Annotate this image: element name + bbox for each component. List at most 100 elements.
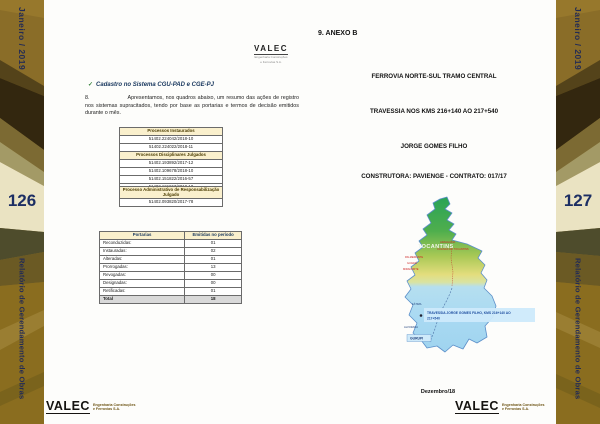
right-sidebar-month-label: Janeiro / 2019	[573, 7, 583, 71]
valec-logo-header: VALEC Engenharia Construções e Ferrovias…	[243, 39, 299, 64]
table-row: 51402.109678/2018-10	[119, 166, 223, 176]
crossing-highlight-box	[424, 308, 535, 322]
portaria-label-cell: Alteradas:	[98, 254, 186, 264]
portaria-value-cell: 01	[184, 238, 242, 248]
portaria-label-cell: Retificadas:	[98, 286, 186, 296]
crossing-highlight-line2: 217+540	[427, 317, 440, 321]
checklist-item-label: Cadastro no Sistema CGU-PAD e CGE-PJ	[96, 82, 214, 88]
valec-logo-footer-left: VALEC Engenharia Construções e Ferrovias…	[46, 400, 135, 414]
cover-line-crossing-kms: TRAVESSIA NOS KMS 216+140 AO 217+540	[369, 108, 499, 115]
table-row: Processo Administrativo de Responsabiliz…	[119, 185, 223, 200]
section-header-cell: Processos Instaurados	[119, 127, 223, 136]
valec-wordmark: VALEC	[253, 44, 289, 55]
map-svg: TOCANTINS ARAGUAÍNA COLINAS DO TOCANTINS…	[403, 196, 535, 353]
total-value-cell: 18	[184, 294, 242, 304]
city-label-red: ARAGUAÍNA	[440, 240, 456, 244]
state-outline	[404, 196, 497, 353]
body-paragraph: 8. Apresentamos, nos quadros abaixo, um r…	[85, 95, 299, 118]
portaria-label-cell: Instauradas:	[98, 246, 186, 256]
cover-line-contractor: CONSTRUTORA: PAVIENGE - CONTRATO: 017/17	[361, 173, 507, 180]
city-box	[406, 334, 432, 342]
table-row: Alteradas: 01	[98, 254, 242, 264]
city-label-red: GUARAÍ	[407, 261, 417, 265]
process-number-cell: 51402.109678/2018-10	[119, 166, 223, 176]
process-table: Processos Instaurados 51402.224042/2018-…	[119, 127, 223, 192]
left-sidebar-report-title: Relatório de Gerendamento de Obras	[17, 258, 27, 400]
left-sidebar: Janeiro / 2019 126 Relatório de Gerendam…	[0, 0, 44, 424]
table-total-row: Total 18	[98, 294, 242, 304]
annex-heading: 9. ANEXO B	[318, 30, 358, 37]
right-sidebar: Janeiro / 2019 127 Relatório de Gerendam…	[556, 0, 600, 424]
valec-tagline-line1: Engenharia Construções	[254, 55, 288, 59]
process-number-cell: 51402.151822/2016-57	[119, 174, 223, 184]
checkmark-icon: ✓	[88, 82, 94, 88]
crossing-location-marker	[419, 314, 423, 317]
left-sidebar-camo-pattern	[0, 0, 44, 424]
column-header-emitidas: Emitidas no período	[184, 231, 242, 240]
table-row: Retificadas: 01	[98, 286, 242, 296]
table-row: 51402.193892/2017-12	[119, 158, 223, 168]
valec-tagline-line1: Engenharia Construções	[92, 402, 136, 407]
valec-company-name: Engenharia Construções e Ferrovias S.A.	[502, 403, 545, 412]
valec-wordmark: VALEC	[46, 399, 90, 414]
cover-line-crossing-name: JORGE GOMES FILHO	[400, 143, 468, 150]
portaria-value-cell: 01	[184, 254, 242, 264]
portaria-value-cell: 00	[184, 270, 242, 280]
report-date: Dezembro/18	[420, 389, 456, 395]
section-header-cell: Processos Disciplinares Julgados	[119, 150, 223, 160]
table-row: Prorrogadas: 13	[98, 262, 242, 272]
process-number-cell: 51402.224042/2018-10	[119, 134, 223, 144]
table-row: Instauradas: 02	[98, 246, 242, 256]
right-page-number: 127	[563, 191, 593, 210]
valec-company-name: Engenharia Construções e Ferrovias S.A.	[93, 403, 136, 412]
portaria-label-cell: Prorrogadas:	[98, 262, 186, 272]
paragraph-number: 8.	[85, 95, 90, 101]
process-number-cell: 51402.193892/2017-12	[119, 158, 223, 168]
portaria-label-cell: Reconduzidas:	[98, 238, 186, 248]
paragraph-text: Apresentamos, nos quadros abaixo, um res…	[85, 95, 299, 117]
valec-logo-footer-right: VALEC Engenharia Construções e Ferrovias…	[455, 400, 544, 414]
crossing-highlight-line1: TRAVESSIA JORGE GOMES FILHO, KMS 216+140…	[427, 311, 511, 315]
state-name-label: TOCANTINS	[418, 244, 454, 250]
region-boundary-line	[450, 243, 454, 287]
valec-tagline-line2: e Ferrovias S.A.	[501, 407, 530, 411]
right-sidebar-camo-pattern	[556, 0, 600, 424]
tocantins-state-map: TOCANTINS ARAGUAÍNA COLINAS DO TOCANTINS…	[392, 196, 542, 358]
column-header-portarias: Portarias	[98, 231, 186, 240]
table-row: Processos Instaurados	[119, 127, 223, 136]
city-label-red: PALMEIRANTE	[405, 255, 423, 259]
table-row: Processos Disciplinares Julgados	[119, 150, 223, 160]
cover-line-railway: FERROVIA NORTE-SUL TRAMO CENTRAL	[371, 73, 497, 80]
table-row: 51402.093820/2017-78	[119, 198, 223, 208]
process-number-cell: 51402.093820/2017-78	[119, 198, 223, 208]
city-label-boxed: GURUPI	[410, 337, 423, 341]
checklist-item: ✓ Cadastro no Sistema CGU-PAD e CGE-PJ	[88, 81, 214, 88]
section-header-cell: Processo Administrativo de Responsabiliz…	[119, 185, 223, 200]
left-page-number: 126	[7, 191, 37, 210]
railway-route-line	[429, 287, 453, 343]
city-label-navy: ALVORADA	[404, 325, 418, 329]
portaria-value-cell: 00	[184, 278, 242, 288]
portaria-label-cell: Revogadas:	[98, 270, 186, 280]
portaria-label-cell: Designadas:	[98, 278, 186, 288]
table-header-row: Portarias Emitidas no período	[98, 231, 242, 240]
table-row: Reconduzidas: 01	[98, 238, 242, 248]
right-sidebar-report-title: Relatório de Gerendamento de Obras	[573, 258, 583, 400]
total-label-cell: Total	[98, 294, 186, 304]
city-label-red: COLINAS DO TOCANTINS	[437, 247, 469, 251]
valec-wordmark: VALEC	[455, 399, 499, 414]
left-sidebar-month-label: Janeiro / 2019	[17, 7, 27, 71]
table-row: 51402.224042/2018-10	[119, 134, 223, 144]
city-label-red: MIRANORTE	[403, 267, 419, 271]
city-label-navy: FÁTIMA	[412, 302, 422, 306]
table-row: 51402.151822/2016-57	[119, 174, 223, 184]
valec-tagline-line1: Engenharia Construções	[501, 402, 545, 407]
portarias-table: Portarias Emitidas no período Reconduzid…	[98, 231, 242, 304]
portaria-value-cell: 01	[184, 286, 242, 296]
valec-tagline-line2: e Ferrovias S.A.	[92, 407, 121, 411]
portaria-value-cell: 13	[184, 262, 242, 272]
valec-tagline-line2: e Ferrovias S.A.	[260, 59, 282, 64]
table-row: 51402.224022/2018-11	[119, 142, 223, 152]
par-table: Processo Administrativo de Responsabiliz…	[119, 185, 223, 208]
